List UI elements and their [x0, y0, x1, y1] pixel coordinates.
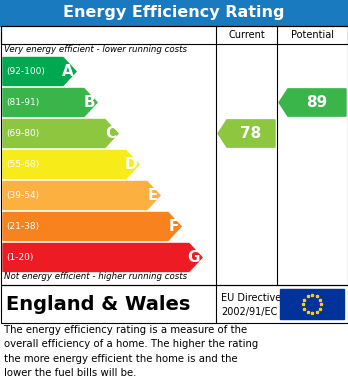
Polygon shape: [3, 88, 97, 117]
Polygon shape: [3, 151, 139, 179]
Text: Not energy efficient - higher running costs: Not energy efficient - higher running co…: [4, 272, 187, 281]
Text: Very energy efficient - lower running costs: Very energy efficient - lower running co…: [4, 45, 187, 54]
Bar: [0, 26, 348, 44]
Bar: [0, 285, 348, 323]
Text: A: A: [62, 64, 74, 79]
Text: (69-80): (69-80): [6, 129, 39, 138]
Polygon shape: [3, 57, 76, 86]
Text: (1-20): (1-20): [6, 253, 33, 262]
Text: (81-91): (81-91): [6, 98, 39, 107]
Polygon shape: [3, 244, 202, 271]
Text: G: G: [188, 250, 200, 265]
Text: (21-38): (21-38): [6, 222, 39, 231]
Text: EU Directive: EU Directive: [221, 293, 281, 303]
Text: Energy Efficiency Rating: Energy Efficiency Rating: [63, 5, 285, 20]
Text: 2002/91/EC: 2002/91/EC: [221, 307, 277, 317]
Text: (55-68): (55-68): [6, 160, 39, 169]
Text: E: E: [148, 188, 158, 203]
Text: Potential: Potential: [291, 30, 334, 40]
Text: 89: 89: [306, 95, 327, 110]
Polygon shape: [3, 120, 118, 147]
Text: England & Wales: England & Wales: [6, 294, 190, 314]
Polygon shape: [3, 181, 160, 210]
Text: The energy efficiency rating is a measure of the
overall efficiency of a home. T: The energy efficiency rating is a measur…: [4, 325, 258, 378]
Text: D: D: [124, 157, 137, 172]
Bar: [0, 26, 348, 285]
Text: F: F: [169, 219, 179, 234]
Polygon shape: [218, 120, 275, 147]
Bar: [0, 0, 348, 26]
Polygon shape: [3, 212, 181, 240]
Text: 78: 78: [240, 126, 262, 141]
Text: C: C: [105, 126, 116, 141]
Text: (92-100): (92-100): [6, 67, 45, 76]
Bar: [280, 289, 344, 319]
Text: B: B: [84, 95, 95, 110]
Text: (39-54): (39-54): [6, 191, 39, 200]
Polygon shape: [279, 89, 346, 116]
Text: Current: Current: [228, 30, 265, 40]
